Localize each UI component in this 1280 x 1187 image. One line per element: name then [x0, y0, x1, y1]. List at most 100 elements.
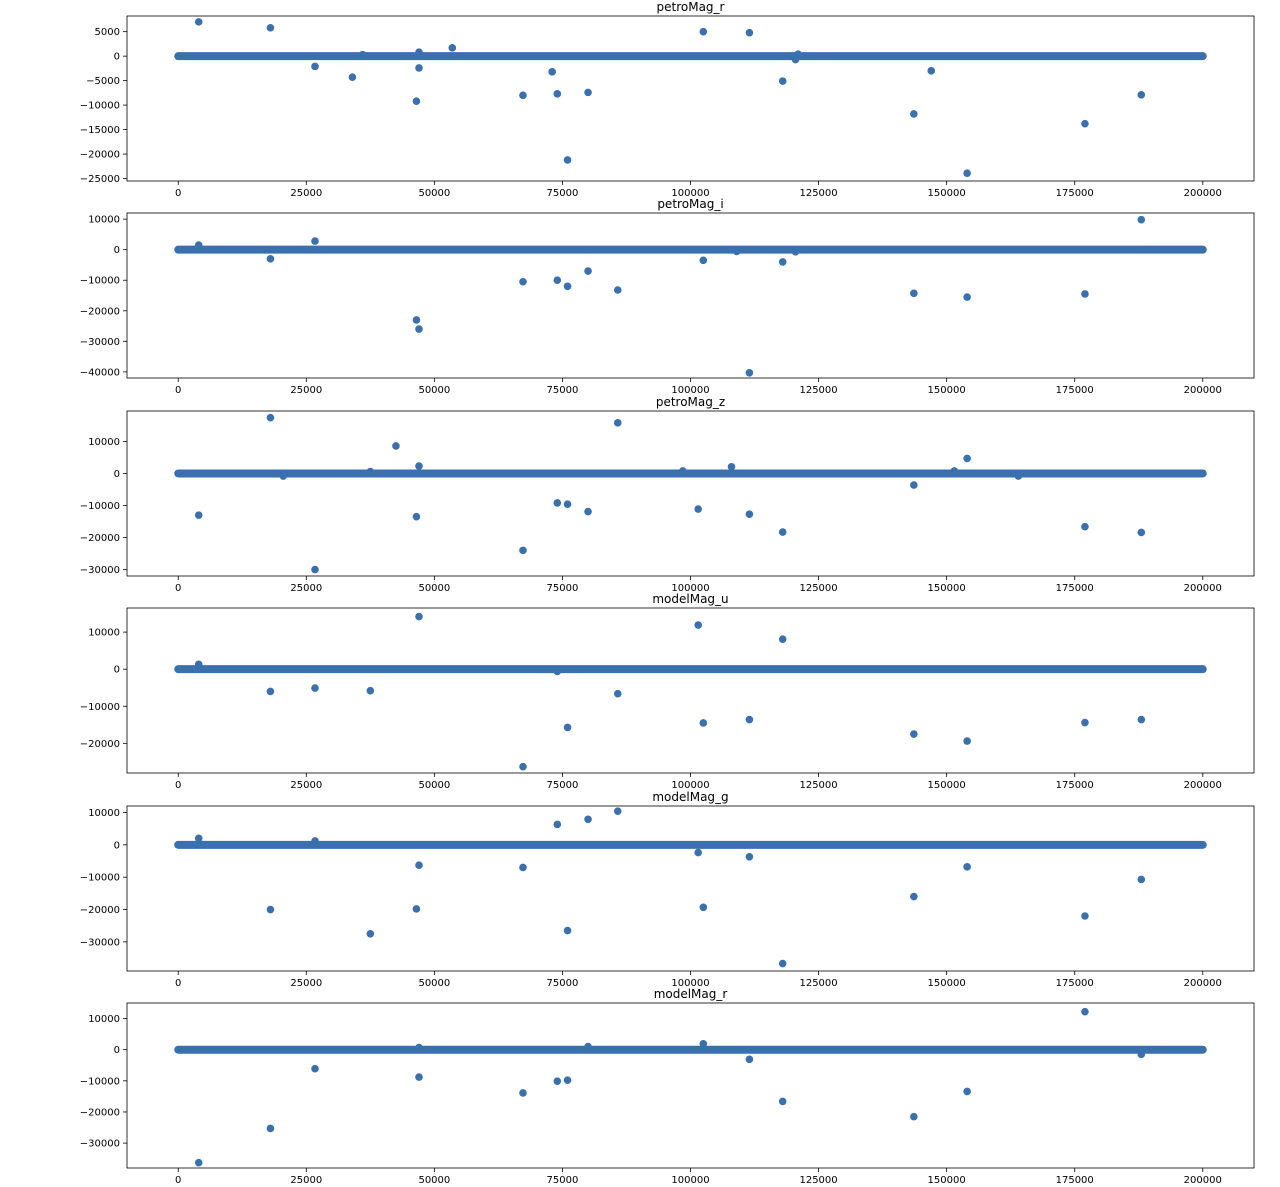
data-point — [194, 511, 203, 519]
data-point — [778, 635, 787, 643]
x-tick-label: 0 — [175, 583, 181, 594]
data-point — [194, 834, 203, 843]
data-point — [415, 48, 423, 57]
data-point — [366, 929, 375, 938]
data-point — [563, 500, 572, 509]
x-tick-label: 175000 — [1056, 978, 1094, 989]
data-point — [794, 50, 802, 58]
plot-frame — [126, 410, 1255, 577]
data-point — [311, 837, 319, 845]
data-point — [1137, 1050, 1146, 1059]
data-point — [694, 621, 702, 629]
x-tick-label: 100000 — [671, 385, 709, 396]
data-point — [279, 472, 288, 480]
y-tick-label: −20000 — [80, 533, 120, 544]
x-tick-label: 150000 — [928, 583, 966, 594]
data-point — [553, 820, 562, 829]
y-tick-label: 0 — [114, 665, 120, 676]
x-tick-label: 100000 — [671, 978, 709, 989]
data-point — [963, 169, 971, 177]
chart-title: modelMag_u — [652, 592, 728, 606]
x-tick-label: 100000 — [671, 188, 709, 199]
data-point — [584, 267, 592, 275]
x-tick-label: 75000 — [547, 385, 579, 396]
data-point — [778, 528, 787, 536]
data-point — [1081, 912, 1089, 920]
data-point — [553, 499, 562, 507]
data-point — [563, 282, 572, 291]
data-point — [963, 293, 971, 301]
y-tick-label: 10000 — [88, 628, 120, 639]
data-point — [613, 807, 622, 815]
data-point — [266, 687, 275, 696]
data-point — [311, 684, 319, 692]
subplot-modelMag_r: modelMag_r0 25000 50000 75000 100000 125000 15… — [80, 987, 1255, 1186]
x-tick-label: 50000 — [418, 978, 450, 989]
x-tick-label: 125000 — [799, 780, 837, 791]
plot-frame — [126, 805, 1255, 972]
y-tick-label: −40000 — [80, 367, 120, 378]
data-point — [266, 413, 275, 422]
data-point — [963, 737, 971, 745]
data-point — [563, 723, 572, 732]
data-point — [745, 852, 754, 861]
data-point — [727, 462, 736, 471]
y-tick-label: −10000 — [80, 873, 120, 884]
y-tick-label: −30000 — [80, 565, 120, 576]
y-tick-label: −30000 — [80, 937, 120, 948]
data-point — [348, 73, 357, 82]
data-point — [448, 44, 457, 52]
data-point — [699, 719, 708, 727]
data-point — [412, 512, 421, 521]
data-point — [963, 863, 971, 871]
x-tick-label: 50000 — [418, 1175, 450, 1186]
data-point — [699, 903, 708, 912]
data-point — [519, 546, 527, 555]
y-tick-label: 0 — [114, 245, 120, 256]
data-point — [548, 68, 556, 76]
x-tick-label: 125000 — [799, 583, 837, 594]
x-tick-label: 125000 — [799, 978, 837, 989]
y-tick-label: 10000 — [88, 437, 120, 448]
x-tick-label: 150000 — [928, 780, 966, 791]
x-tick-label: 175000 — [1056, 1175, 1094, 1186]
data-point — [553, 1077, 562, 1085]
data-point — [311, 565, 319, 574]
data-point — [1137, 715, 1146, 724]
subplot-petroMag_z: petroMag_z0 25000 50000 75000 100000 125000 15… — [80, 395, 1255, 594]
data-point — [910, 892, 918, 901]
x-tick-label: 75000 — [547, 780, 579, 791]
data-point — [910, 289, 918, 298]
data-point — [366, 467, 375, 476]
data-point — [311, 62, 319, 71]
data-point — [1137, 215, 1146, 224]
data-point — [927, 67, 936, 75]
data-point — [266, 905, 275, 914]
data-point — [584, 88, 592, 97]
data-point — [1081, 718, 1089, 727]
data-point — [1081, 290, 1089, 298]
data-point — [745, 28, 754, 37]
x-tick-label: 200000 — [1184, 583, 1222, 594]
data-point — [699, 256, 708, 265]
data-point — [910, 1112, 918, 1121]
data-point — [694, 848, 702, 857]
y-tick-label: −10000 — [80, 501, 120, 512]
plot-frame — [126, 1002, 1255, 1169]
data-point — [194, 18, 203, 26]
data-point — [519, 91, 527, 100]
y-tick-label: 10000 — [88, 215, 120, 226]
y-tick-label: 0 — [114, 840, 120, 851]
x-tick-label: 175000 — [1056, 583, 1094, 594]
data-point — [778, 77, 787, 85]
data-point — [311, 237, 319, 245]
data-point — [791, 248, 800, 256]
data-point — [519, 1089, 527, 1097]
y-tick-label: 10000 — [88, 808, 120, 819]
data-point — [584, 507, 592, 516]
x-tick-label: 75000 — [547, 583, 579, 594]
data-point — [963, 454, 971, 463]
data-point — [950, 467, 959, 475]
x-tick-label: 75000 — [547, 188, 579, 199]
